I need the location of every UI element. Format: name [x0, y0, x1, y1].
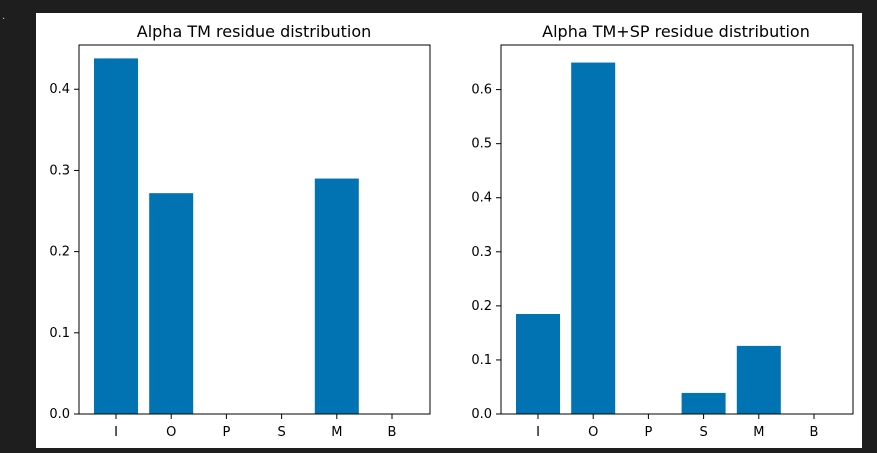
y-tick-label: 0.3 [49, 163, 70, 178]
figure-svg: Alpha TM residue distribution 0.0 0.1 0.2 0… [49, 22, 854, 440]
y-tick-label: 0.4 [49, 82, 70, 97]
chart-title: Alpha TM+SP residue distribution [542, 22, 810, 41]
y-tick-label: 0.3 [471, 245, 492, 260]
chart-right: Alpha TM+SP residue distribution 0.0 0.1 0… [471, 22, 854, 440]
x-tick-label: P [644, 425, 652, 440]
x-tick-label: S [699, 425, 707, 440]
stray-dot: . [2, 11, 6, 22]
x-tick-label: I [536, 425, 540, 440]
y-tick-label: 0.2 [471, 299, 492, 314]
x-tick-label: B [388, 425, 397, 440]
y-tick-label: 0.1 [471, 353, 492, 368]
y-tick-label: 0.1 [49, 326, 70, 341]
y-tick-label: 0.0 [49, 407, 70, 422]
y-tick-label: 0.6 [471, 83, 492, 98]
x-tick-label: P [222, 425, 230, 440]
x-tick-label: O [588, 425, 598, 440]
bar-M [736, 345, 781, 414]
x-tick-label: S [277, 425, 285, 440]
x-tick-label: I [114, 425, 118, 440]
bar-S [681, 392, 726, 414]
axes-frame [500, 44, 854, 415]
y-tick-label: 0.0 [471, 407, 492, 422]
bar-I [94, 58, 138, 415]
x-tick-label: M [753, 425, 764, 440]
axes-frame [78, 44, 431, 415]
x-tick-label: O [166, 425, 176, 440]
bar-I [516, 313, 560, 414]
y-tick-label: 0.4 [471, 191, 492, 206]
chart-title: Alpha TM residue distribution [137, 22, 372, 41]
x-tick-label: M [331, 425, 342, 440]
bar-O [571, 62, 616, 414]
y-tick-label: 0.5 [471, 137, 492, 152]
figure: Alpha TM residue distribution 0.0 0.1 0.2 0… [36, 13, 862, 448]
bar-M [314, 178, 359, 414]
y-tick-label: 0.2 [49, 245, 70, 260]
chart-left: Alpha TM residue distribution 0.0 0.1 0.2 0… [49, 22, 431, 440]
x-tick-label: B [810, 425, 819, 440]
bar-O [149, 193, 194, 414]
